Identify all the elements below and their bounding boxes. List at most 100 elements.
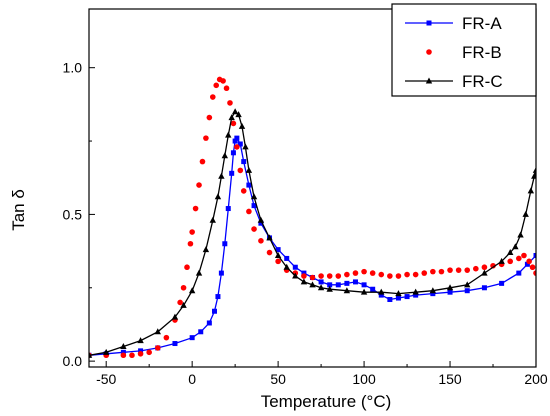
data-point-fr-b: [473, 265, 479, 272]
data-point-fr-a: [189, 335, 195, 341]
data-point-fr-a: [370, 286, 376, 292]
data-point-fr-c: [378, 288, 385, 295]
data-point-fr-b: [213, 82, 220, 89]
data-point-fr-b: [387, 273, 393, 279]
data-point-fr-c: [292, 272, 299, 279]
data-point-fr-b: [378, 271, 385, 278]
data-point-fr-c: [137, 337, 144, 344]
data-point-fr-a: [251, 203, 257, 209]
data-point-fr-c: [225, 131, 232, 138]
data-point-fr-a: [222, 241, 228, 247]
data-point-fr-b: [180, 284, 187, 291]
data-point-fr-a: [237, 141, 243, 147]
data-point-fr-b: [404, 271, 410, 278]
data-point-fr-c: [531, 172, 536, 179]
data-point-fr-b: [464, 267, 471, 273]
data-point-fr-c: [507, 249, 514, 256]
data-point-fr-b: [421, 270, 428, 276]
data-point-fr-a: [258, 220, 264, 226]
x-tick-label: 0: [188, 371, 196, 387]
plot-frame: [88, 8, 537, 368]
data-point-fr-a: [499, 280, 505, 286]
data-point-fr-c: [326, 285, 333, 292]
data-point-fr-c: [235, 111, 242, 118]
data-point-fr-a: [524, 261, 530, 267]
series-fr-b: [89, 76, 536, 359]
data-point-fr-a: [225, 206, 231, 212]
data-point-fr-b: [481, 264, 488, 271]
data-point-fr-b: [184, 264, 190, 271]
x-tick-label: -50: [96, 371, 116, 387]
data-point-fr-c: [309, 281, 316, 288]
axes: -50 0 50 100 150 200 0.0 0.5 1.0: [63, 8, 548, 387]
data-point-fr-b: [223, 85, 230, 92]
data-point-fr-b: [369, 270, 376, 276]
data-point-fr-a: [516, 270, 522, 276]
data-point-fr-a: [218, 270, 224, 276]
data-point-fr-a: [198, 329, 204, 335]
data-point-fr-b: [120, 352, 127, 359]
data-point-fr-b: [301, 273, 307, 279]
data-point-fr-c: [102, 348, 110, 355]
data-point-fr-b: [251, 226, 257, 232]
legend-label-fr-c: FR-C: [462, 72, 503, 91]
data-point-fr-b: [533, 270, 536, 276]
data-point-fr-a: [344, 280, 350, 286]
data-point-fr-b: [237, 167, 244, 174]
y-tick-label: 1.0: [63, 60, 83, 76]
data-point-fr-c: [464, 281, 471, 288]
legend-marker-fr-b: [426, 49, 432, 55]
legend-entry-fr-b: FR-B: [426, 43, 502, 62]
series-line-fr-a: [89, 136, 536, 356]
data-point-fr-c: [214, 193, 222, 200]
series-line-fr-c: [89, 110, 536, 356]
data-point-fr-c: [512, 243, 519, 250]
data-point-fr-b: [220, 78, 226, 84]
data-point-fr-c: [221, 152, 229, 159]
legend-entry-fr-a: FR-A: [405, 14, 502, 33]
data-point-fr-c: [360, 288, 368, 295]
data-point-fr-a: [284, 255, 290, 261]
data-point-fr-b: [196, 182, 202, 188]
data-point-fr-a: [481, 285, 487, 291]
data-point-fr-c: [218, 172, 225, 179]
data-point-fr-a: [275, 247, 281, 253]
data-point-fr-a: [246, 182, 252, 188]
data-point-fr-b: [137, 350, 144, 357]
legend-entry-fr-c: FR-C: [405, 72, 503, 91]
data-point-fr-a: [230, 150, 236, 156]
legend: FR-A FR-B FR-C: [391, 3, 537, 97]
data-point-fr-c: [257, 216, 265, 223]
data-point-fr-b: [234, 144, 240, 150]
data-point-fr-b: [309, 274, 316, 281]
legend-marker-fr-a: [426, 20, 432, 26]
data-point-fr-b: [318, 273, 324, 279]
data-point-fr-a: [292, 264, 298, 270]
data-point-fr-c: [532, 166, 536, 173]
data-point-fr-c: [481, 269, 488, 276]
series-layer: [89, 76, 536, 359]
data-point-fr-c: [120, 342, 127, 349]
data-point-fr-a: [404, 294, 410, 300]
data-point-fr-b: [206, 114, 213, 121]
series-fr-a: [89, 135, 536, 358]
data-point-fr-c: [242, 143, 249, 150]
data-point-fr-b: [154, 345, 161, 351]
data-point-fr-c: [228, 114, 235, 121]
x-tick-label: 150: [438, 371, 462, 387]
data-point-fr-c: [238, 122, 246, 129]
data-point-fr-a: [378, 292, 384, 298]
data-point-fr-c: [343, 287, 351, 294]
data-point-fr-b: [192, 205, 199, 212]
data-point-fr-c: [154, 328, 161, 335]
data-point-fr-c: [171, 313, 179, 320]
legend-label-fr-b: FR-B: [462, 43, 502, 62]
data-point-fr-a: [533, 252, 536, 258]
data-point-fr-a: [172, 341, 178, 347]
data-point-fr-b: [529, 264, 536, 271]
data-point-fr-c: [209, 216, 216, 223]
data-point-fr-c: [195, 269, 203, 276]
data-point-fr-c: [527, 187, 535, 194]
data-point-fr-c: [446, 284, 454, 291]
data-point-fr-a: [301, 270, 307, 276]
